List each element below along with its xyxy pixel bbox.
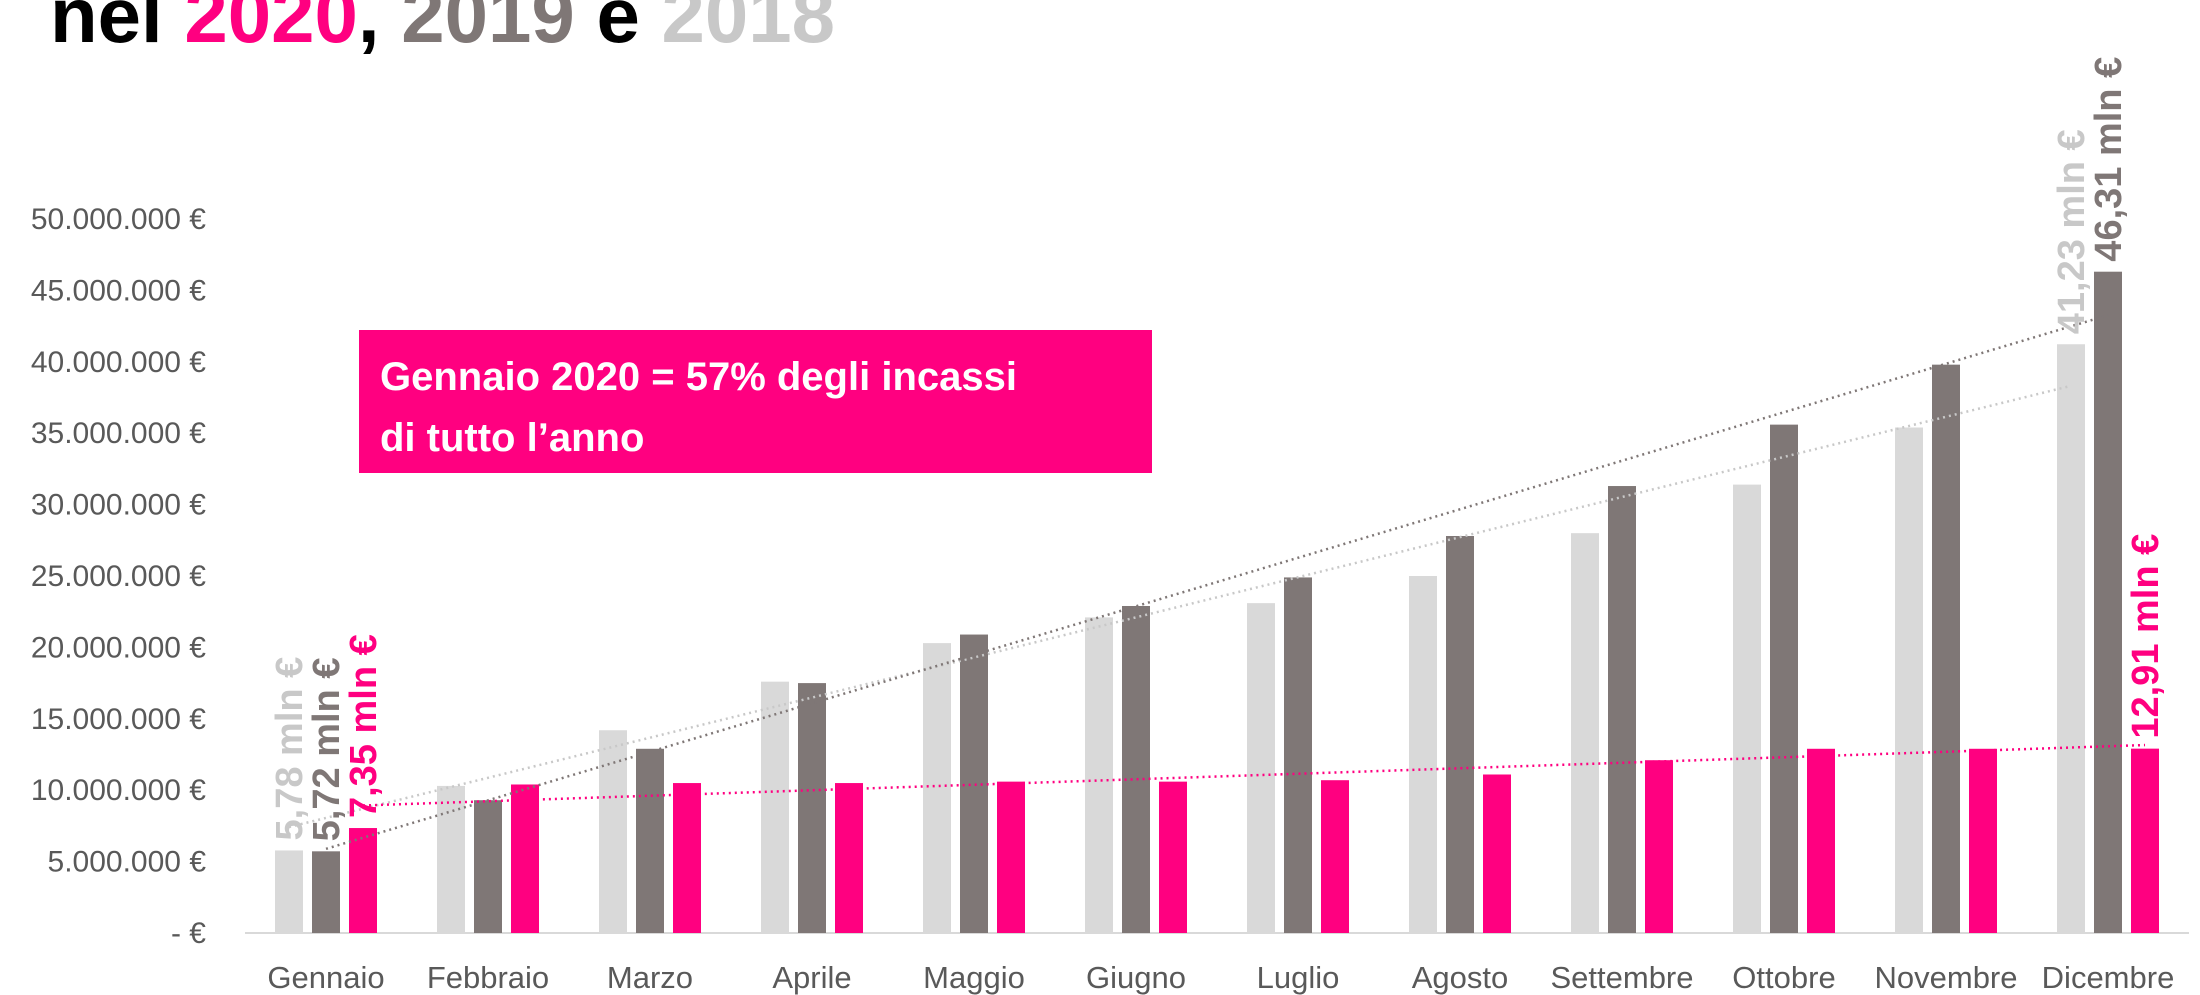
bar — [1932, 364, 1960, 933]
bar — [1122, 605, 1150, 933]
x-tick-label: Agosto — [1412, 960, 1509, 995]
bar — [636, 748, 664, 933]
bar — [1733, 484, 1761, 933]
value-label: 5,72 mln € — [306, 658, 348, 842]
annotation-text: Gennaio 2020 = 57% degli incassi — [380, 355, 1017, 399]
bar — [835, 783, 863, 933]
bar — [2094, 271, 2122, 933]
bar — [1770, 424, 1798, 933]
x-tick-label: Gennaio — [267, 960, 384, 995]
bar — [1969, 748, 1997, 933]
value-label: 46,31 mln € — [2088, 57, 2130, 262]
bar — [1446, 536, 1474, 933]
bar — [349, 828, 377, 933]
title-part: 2019 — [401, 0, 575, 59]
title-part: nel — [50, 0, 184, 59]
bar — [798, 683, 826, 933]
y-tick-label: 20.000.000 € — [31, 631, 206, 664]
bar — [1571, 533, 1599, 933]
bar — [923, 643, 951, 933]
x-tick-label: Novembre — [1875, 960, 2018, 995]
bar — [997, 781, 1025, 933]
bar — [1284, 577, 1312, 933]
bar — [437, 785, 465, 933]
bar — [1895, 427, 1923, 933]
y-tick-label: 30.000.000 € — [31, 489, 206, 522]
x-tick-label: Aprile — [772, 960, 851, 995]
value-label: 7,35 mln € — [343, 634, 385, 818]
value-label: 41,23 mln € — [2051, 129, 2093, 334]
x-tick-label: Febbraio — [427, 960, 549, 995]
bar — [1247, 603, 1275, 933]
bar — [761, 681, 789, 933]
x-tick-label: Luglio — [1257, 960, 1340, 995]
annotation-box — [359, 330, 1152, 473]
y-tick-label: 10.000.000 € — [31, 774, 206, 807]
chart-title: nel 2020, 2019 e 2018 — [50, 0, 835, 59]
y-tick-label: 50.000.000 € — [31, 203, 206, 236]
y-tick-label: 5.000.000 € — [48, 846, 207, 879]
bar — [2131, 748, 2159, 933]
bar — [1159, 781, 1187, 933]
y-tick-label: 40.000.000 € — [31, 346, 206, 379]
bar — [599, 730, 627, 933]
bar — [474, 800, 502, 933]
bar — [511, 784, 539, 933]
bar — [1483, 774, 1511, 933]
bar — [1085, 617, 1113, 933]
bar — [673, 783, 701, 933]
x-tick-label: Dicembre — [2042, 960, 2175, 995]
bar — [2057, 344, 2085, 933]
title-part: 2020 — [184, 0, 358, 59]
x-tick-label: Ottobre — [1732, 960, 1835, 995]
bar — [1409, 576, 1437, 933]
annotation-text: di tutto l’anno — [380, 416, 644, 460]
title-part: e — [575, 0, 662, 59]
value-label: 12,91 mln € — [2125, 534, 2167, 739]
bar — [1321, 780, 1349, 933]
title-part: , — [358, 0, 401, 59]
y-tick-label: 25.000.000 € — [31, 560, 206, 593]
bar — [312, 851, 340, 933]
trendline — [325, 314, 2109, 851]
bar — [960, 634, 988, 933]
y-tick-label: 35.000.000 € — [31, 417, 206, 450]
bar — [275, 850, 303, 933]
x-tick-label: Marzo — [607, 960, 693, 995]
bar — [1645, 760, 1673, 933]
bar — [1807, 748, 1835, 933]
y-tick-label: - € — [171, 917, 206, 950]
y-tick-label: 15.000.000 € — [31, 703, 206, 736]
x-tick-label: Maggio — [923, 960, 1025, 995]
x-tick-label: Settembre — [1550, 960, 1693, 995]
x-tick-label: Giugno — [1086, 960, 1186, 995]
bar — [1608, 486, 1636, 933]
y-tick-label: 45.000.000 € — [31, 274, 206, 307]
title-part: 2018 — [662, 0, 836, 59]
value-label: 5,78 mln € — [269, 657, 311, 841]
